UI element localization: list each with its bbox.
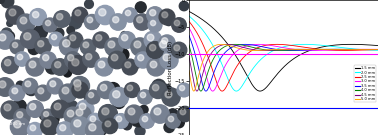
Legend: 1.5 mm, 2.0 mm, 2.5 mm, 3.0 mm, 3.5 mm, 4.0 mm, 4.5 mm, 5.0 mm: 1.5 mm, 2.0 mm, 2.5 mm, 3.0 mm, 3.5 mm, …: [354, 65, 376, 102]
Y-axis label: Reflection Loss (dB): Reflection Loss (dB): [168, 40, 173, 94]
